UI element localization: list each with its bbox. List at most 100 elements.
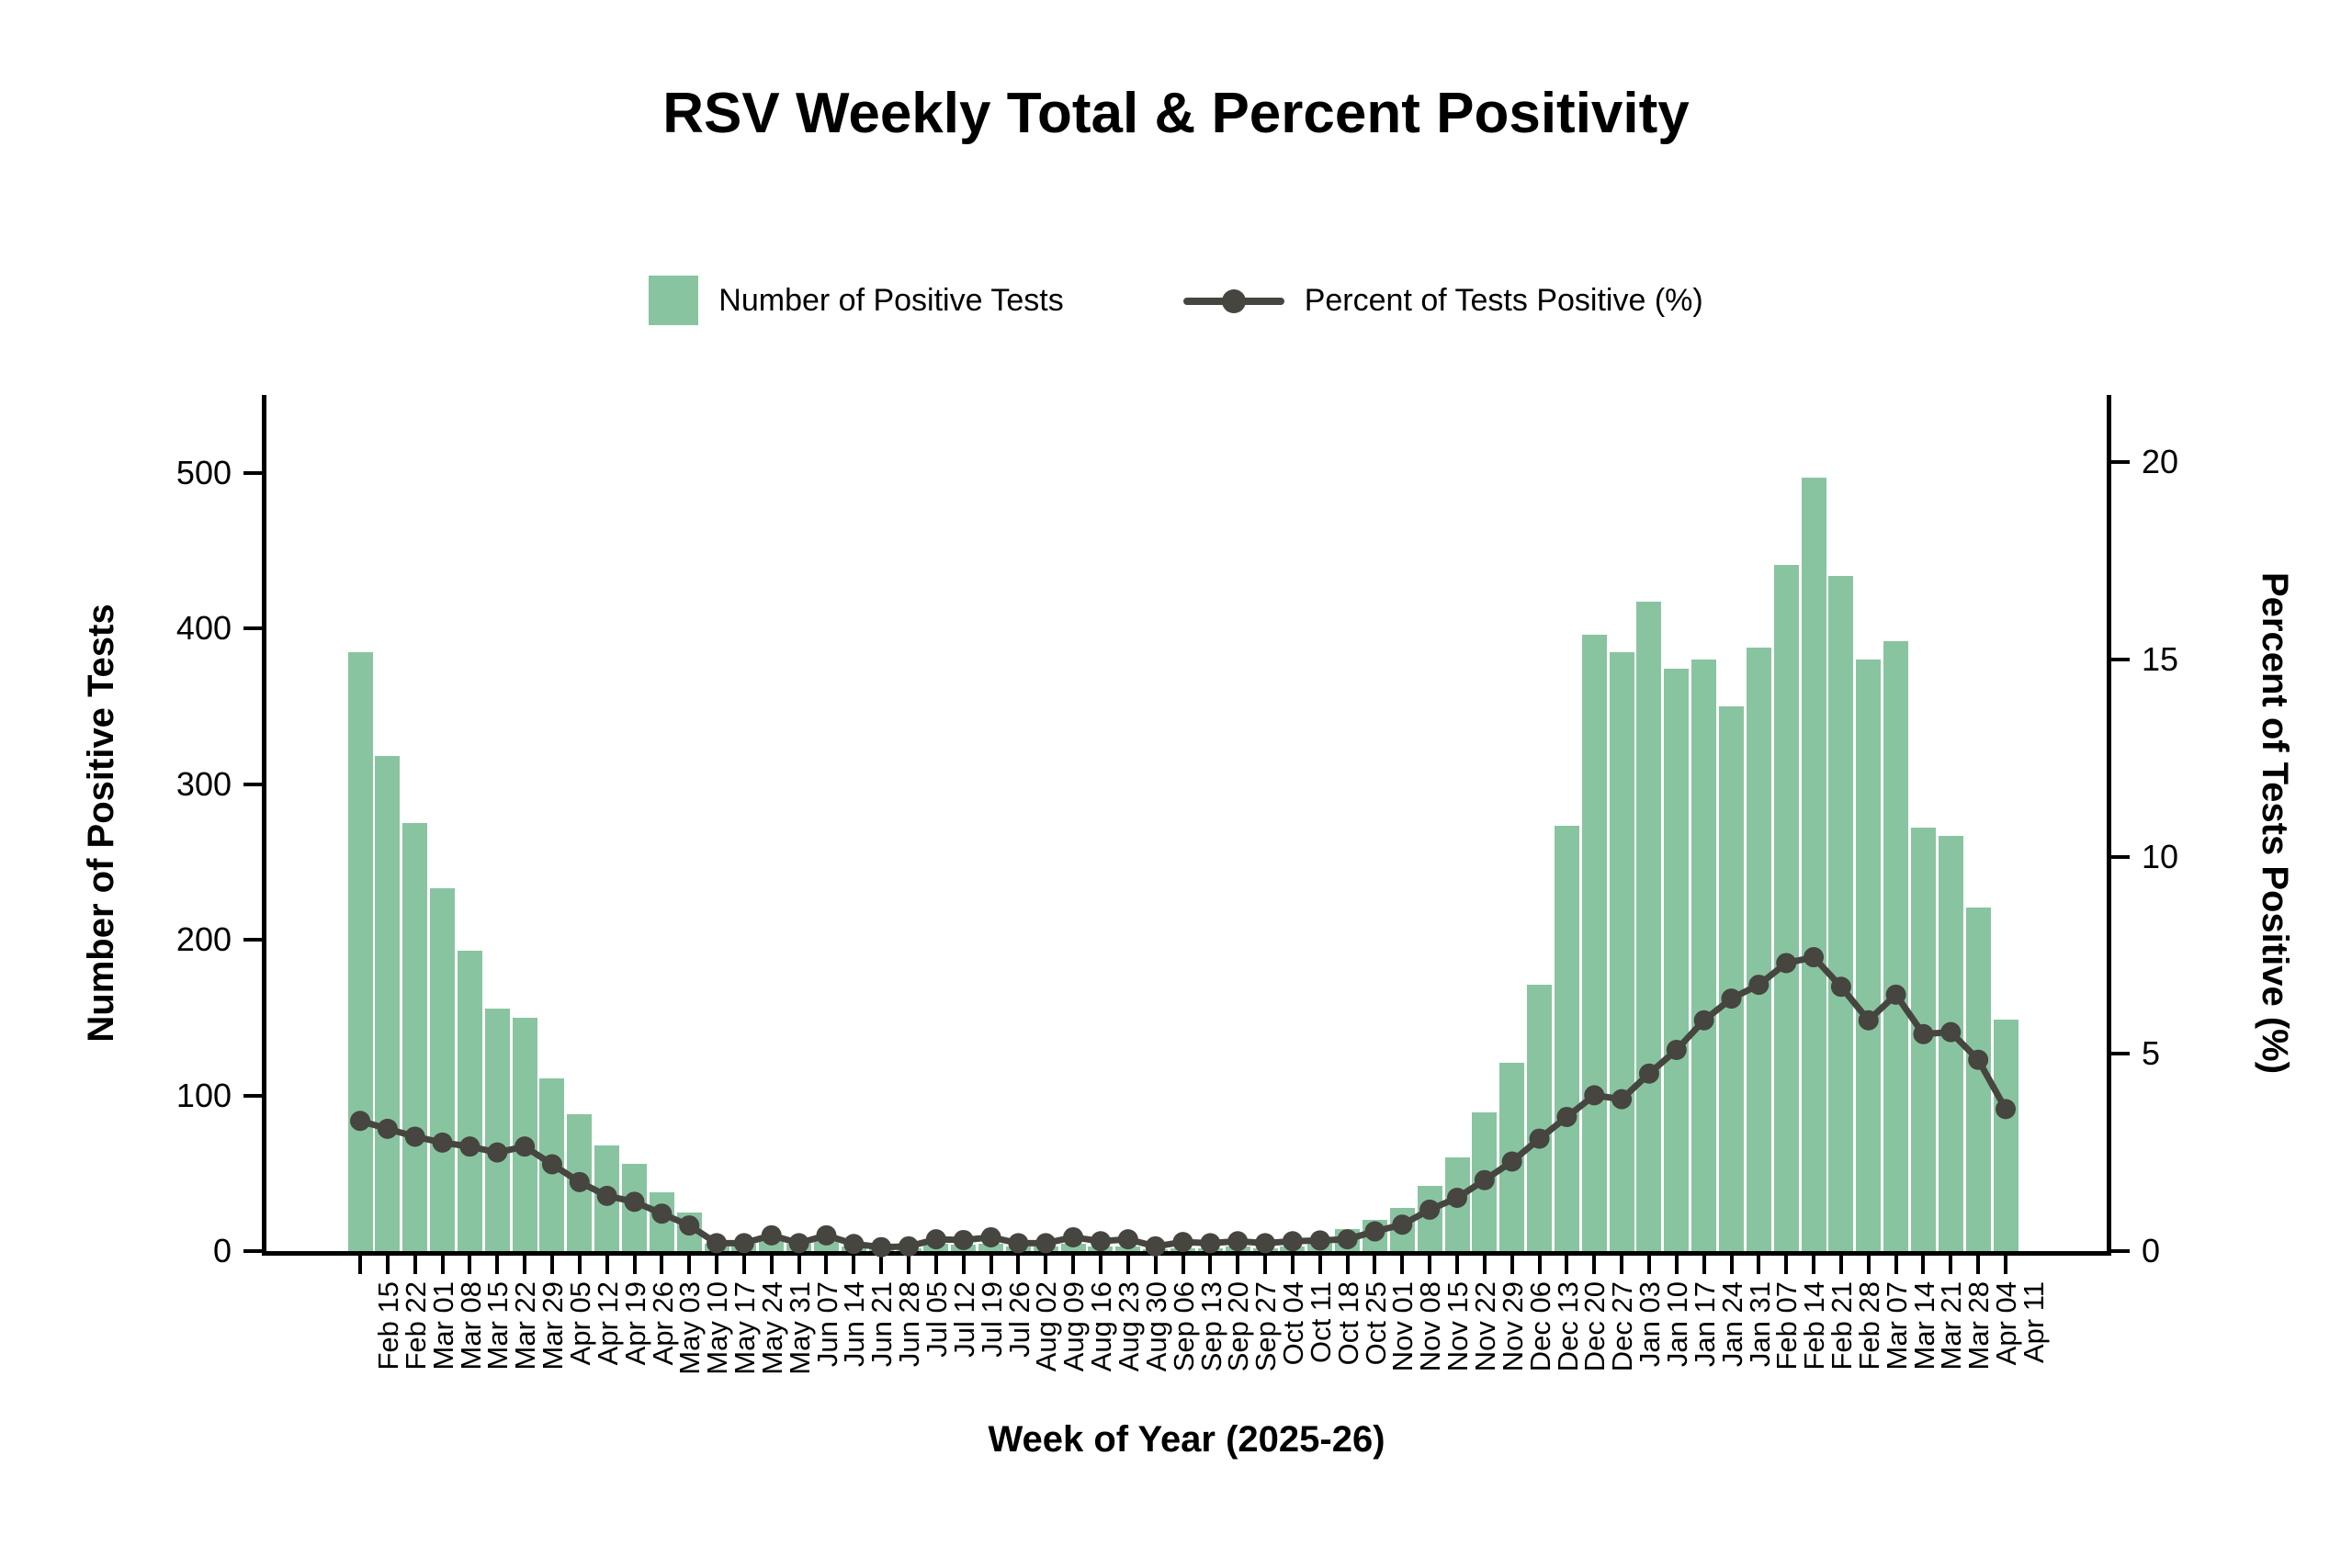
x-tick-label-text: Apr 19 — [618, 1281, 651, 1366]
bar-Apr-11 — [1993, 1019, 2018, 1251]
positivity-point-Nov-15 — [1419, 1199, 1441, 1220]
y-axis-left-tick-label: 0 — [212, 1232, 232, 1269]
x-tick-label-text: May 03 — [673, 1281, 707, 1375]
positivity-point-Jan-03 — [1611, 1089, 1633, 1110]
positivity-point-Jan-10 — [1638, 1063, 1659, 1084]
y-axis-left-tick — [243, 626, 262, 631]
x-tick-label-text: Aug 09 — [1057, 1281, 1091, 1372]
x-axis-tick — [1317, 1256, 1322, 1274]
bar-Mar-07 — [1856, 660, 1882, 1251]
y-axis-right-tick-label: 0 — [2142, 1232, 2161, 1269]
y-axis-left-line — [262, 395, 266, 1256]
positivity-point-Jul-12 — [925, 1229, 946, 1250]
x-axis-tick — [495, 1256, 500, 1274]
positivity-point-Feb-21 — [1804, 947, 1825, 968]
positivity-point-Jul-26 — [980, 1226, 1001, 1247]
x-axis-tick — [1263, 1256, 1268, 1274]
bar-Mar-08 — [430, 888, 456, 1251]
x-tick-label-text: Aug 23 — [1112, 1281, 1145, 1372]
x-axis-tick — [1400, 1256, 1405, 1274]
x-tick-label-text: May 10 — [701, 1281, 734, 1375]
positivity-point-Feb-15 — [350, 1111, 370, 1132]
x-axis-tick — [1592, 1256, 1597, 1274]
bar-Dec-13 — [1527, 985, 1553, 1251]
x-axis-tick — [1702, 1256, 1706, 1274]
legend-line-label: Percent of Tests Positive (%) — [1304, 282, 1703, 318]
x-axis-tick — [1784, 1256, 1789, 1274]
positivity-point-Jan-17 — [1666, 1039, 1687, 1060]
bar-Dec-27 — [1581, 634, 1607, 1251]
x-axis-tick — [1482, 1256, 1487, 1274]
x-tick-label-text: Oct 11 — [1304, 1281, 1337, 1364]
positivity-point-Mar-15 — [459, 1136, 481, 1157]
x-axis-tick — [632, 1256, 637, 1274]
x-axis-tick — [1071, 1256, 1076, 1274]
positivity-point-Nov-08 — [1392, 1214, 1413, 1235]
bar-Feb-15 — [347, 651, 373, 1251]
x-axis-tick — [1098, 1256, 1102, 1274]
positivity-point-Jan-24 — [1693, 1010, 1714, 1031]
x-axis-tick — [1153, 1256, 1158, 1274]
x-tick-label-text: Apr 26 — [646, 1281, 679, 1366]
x-axis-tick — [1290, 1256, 1295, 1274]
positivity-point-Oct-11 — [1282, 1231, 1303, 1252]
x-axis-tick — [879, 1256, 884, 1274]
bar-Jan-24 — [1691, 660, 1717, 1251]
y-axis-right-tick — [2111, 460, 2130, 464]
bar-Mar-29 — [512, 1017, 537, 1251]
legend-item-line: Percent of Tests Positive (%) — [1182, 276, 1703, 325]
x-axis-tick — [605, 1256, 609, 1274]
positivity-point-Apr-04 — [1968, 1049, 1989, 1070]
x-axis-tick — [1646, 1256, 1651, 1274]
x-axis-tick — [523, 1256, 527, 1274]
bar-Feb-14 — [1773, 564, 1799, 1251]
x-axis-tick — [1674, 1256, 1679, 1274]
y-axis-left-tick — [243, 1249, 262, 1253]
positivity-point-May-17 — [707, 1233, 728, 1254]
x-tick-label-text: Nov 01 — [1386, 1281, 1419, 1372]
x-tick-label-text: Jan 17 — [1688, 1281, 1721, 1368]
positivity-point-Nov-29 — [1474, 1169, 1495, 1190]
x-tick-label-text: Aug 30 — [1139, 1281, 1172, 1372]
bar-Mar-01 — [402, 823, 428, 1251]
x-axis-tick — [1976, 1256, 1981, 1274]
positivity-point-Feb-14 — [1776, 953, 1797, 974]
y-axis-right-line — [2107, 395, 2111, 1256]
x-axis-tick — [1729, 1256, 1734, 1274]
x-axis-tick — [1949, 1256, 1953, 1274]
x-tick-label-text: Sep 06 — [1167, 1281, 1200, 1372]
positivity-point-Jun-21 — [843, 1234, 865, 1255]
x-tick-label-text: Mar 15 — [481, 1281, 514, 1371]
x-axis-title: Week of Year (2025-26) — [988, 1419, 1385, 1460]
x-tick-label-text: Dec 06 — [1523, 1281, 1556, 1372]
x-tick-label-text: Oct 18 — [1331, 1281, 1364, 1366]
x-tick-label-text: Apr 04 — [1990, 1281, 2023, 1366]
positivity-point-Dec-13 — [1529, 1128, 1550, 1149]
positivity-point-Mar-28 — [1940, 1021, 1962, 1043]
x-axis-tick — [1016, 1256, 1021, 1274]
x-axis-tick — [961, 1256, 966, 1274]
positivity-point-Jun-28 — [871, 1236, 892, 1258]
x-axis-tick — [1510, 1256, 1514, 1274]
positivity-point-Sep-13 — [1172, 1232, 1193, 1253]
positivity-line-layer — [350, 947, 2016, 1258]
positivity-point-May-10 — [679, 1215, 700, 1236]
x-axis-tick — [1236, 1256, 1240, 1274]
x-tick-label-text: Jan 03 — [1634, 1281, 1667, 1368]
x-axis-tick — [1373, 1256, 1377, 1274]
x-tick-label-text: Jan 10 — [1660, 1281, 1693, 1368]
plot-area: 0 100 200 300 400 500 0 5 10 15 20 Feb 15 Feb 22 Mar … — [176, 395, 2178, 1375]
y-axis-left-tick — [243, 1093, 262, 1098]
x-tick-label-text: Feb 22 — [399, 1281, 432, 1371]
y-axis-right-tick-label: 5 — [2142, 1034, 2161, 1073]
positivity-point-Aug-16 — [1063, 1226, 1084, 1247]
positivity-point-Jul-19 — [953, 1229, 974, 1250]
positivity-point-Apr-26 — [624, 1191, 645, 1213]
bar-Mar-22 — [484, 1008, 510, 1251]
positivity-point-Mar-08 — [432, 1132, 453, 1153]
x-tick-label-text: May 24 — [755, 1281, 788, 1375]
x-tick-label-text: Feb 14 — [1798, 1281, 1831, 1371]
x-axis-tick — [358, 1256, 362, 1274]
x-axis-tick — [797, 1256, 801, 1274]
